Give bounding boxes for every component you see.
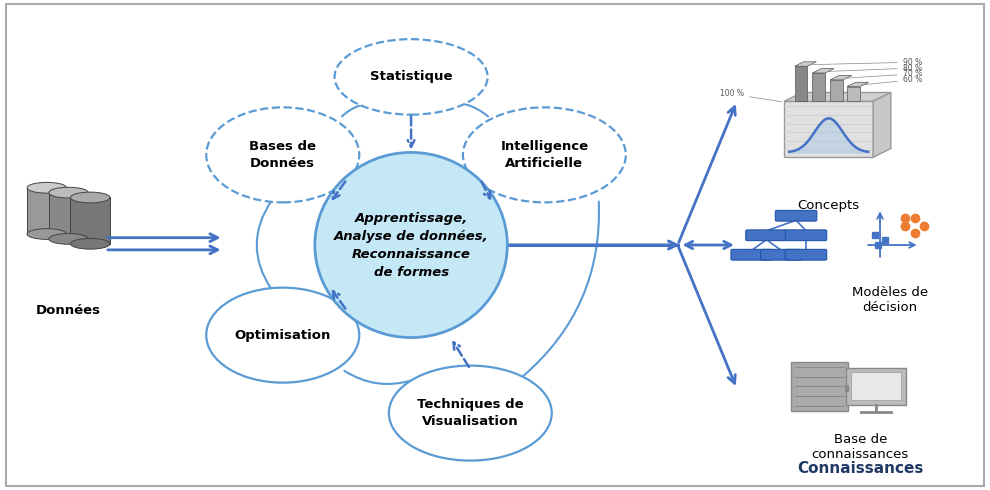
Ellipse shape: [27, 229, 66, 240]
FancyBboxPatch shape: [731, 249, 772, 260]
Text: 60 %: 60 %: [862, 75, 922, 85]
Polygon shape: [784, 93, 891, 101]
Text: Base de
connaissances: Base de connaissances: [812, 433, 909, 461]
Bar: [831, 80, 843, 101]
Text: Modèles de
décision: Modèles de décision: [851, 287, 928, 315]
Ellipse shape: [315, 152, 507, 338]
Text: Bases de
Données: Bases de Données: [249, 140, 316, 170]
Bar: [70, 197, 110, 244]
Ellipse shape: [49, 187, 88, 198]
FancyBboxPatch shape: [775, 210, 817, 221]
Ellipse shape: [335, 39, 488, 115]
Ellipse shape: [70, 192, 110, 203]
FancyBboxPatch shape: [851, 372, 901, 400]
Polygon shape: [846, 82, 868, 87]
Polygon shape: [795, 62, 817, 66]
Bar: [27, 188, 66, 234]
Bar: [49, 193, 88, 239]
Text: 90 %: 90 %: [810, 58, 922, 67]
Ellipse shape: [206, 107, 359, 202]
FancyBboxPatch shape: [760, 249, 802, 260]
Ellipse shape: [27, 182, 66, 193]
Ellipse shape: [389, 366, 551, 461]
Text: Intelligence
Artificielle: Intelligence Artificielle: [500, 140, 588, 170]
Text: Concepts: Concepts: [798, 199, 859, 212]
Bar: [846, 87, 859, 101]
Ellipse shape: [206, 288, 359, 383]
Text: Connaissances: Connaissances: [797, 461, 924, 476]
Text: Données: Données: [36, 304, 101, 318]
FancyBboxPatch shape: [745, 230, 787, 241]
Text: 100 %: 100 %: [720, 89, 781, 102]
Polygon shape: [873, 93, 891, 157]
FancyBboxPatch shape: [6, 4, 984, 486]
Bar: [813, 73, 826, 101]
FancyBboxPatch shape: [785, 249, 827, 260]
Text: Techniques de
Visualisation: Techniques de Visualisation: [417, 398, 524, 428]
FancyBboxPatch shape: [785, 230, 827, 241]
Ellipse shape: [70, 239, 110, 249]
Text: Apprentissage,
Analyse de données,
Reconnaissance
de formes: Apprentissage, Analyse de données, Recon…: [334, 212, 488, 278]
Polygon shape: [813, 69, 835, 73]
Ellipse shape: [49, 234, 88, 245]
Polygon shape: [831, 75, 851, 80]
FancyBboxPatch shape: [784, 101, 873, 157]
FancyBboxPatch shape: [846, 368, 906, 405]
FancyBboxPatch shape: [791, 362, 848, 411]
Bar: [795, 66, 808, 101]
Text: Statistique: Statistique: [370, 71, 452, 83]
Ellipse shape: [463, 107, 626, 202]
Text: 80 %: 80 %: [828, 64, 922, 73]
Text: 70 %: 70 %: [845, 70, 922, 78]
Text: Optimisation: Optimisation: [235, 329, 331, 342]
